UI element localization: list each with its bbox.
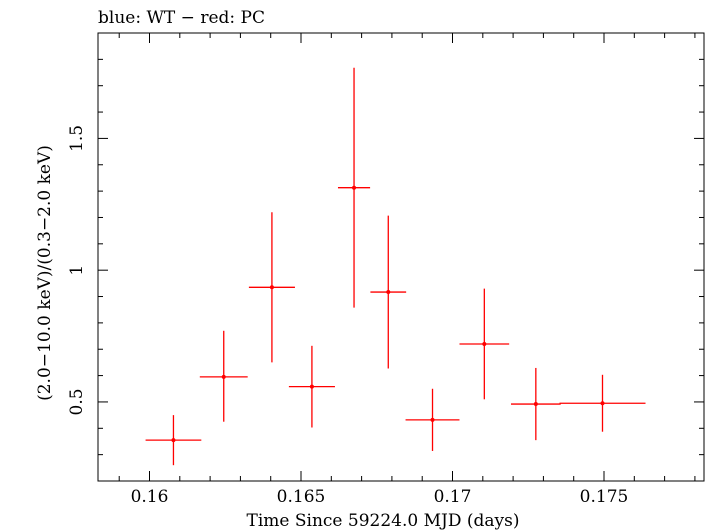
data-marker — [533, 402, 538, 407]
y-tick-label: 1 — [67, 265, 87, 276]
data-point — [145, 415, 202, 466]
x-tick-label: 0.165 — [277, 487, 326, 507]
data-marker — [482, 341, 487, 346]
data-point — [370, 215, 407, 369]
data-marker — [309, 384, 314, 389]
y-axis-ticks — [98, 58, 704, 456]
data-point — [199, 330, 248, 422]
y-axis-tick-labels: 0.5 1 1.5 — [67, 125, 87, 416]
data-point — [248, 212, 295, 363]
data-marker — [386, 290, 391, 295]
data-marker — [352, 185, 357, 190]
y-axis-label: (2.0−10.0 keV)/(0.3−2.0 keV) — [35, 145, 55, 401]
x-tick-label: 0.175 — [580, 487, 629, 507]
data-point — [337, 67, 371, 308]
data-marker — [171, 438, 176, 443]
data-point — [559, 374, 646, 432]
data-marker — [430, 417, 435, 422]
x-tick-label: 0.16 — [131, 487, 169, 507]
data-point — [459, 288, 510, 400]
pc-series — [145, 67, 646, 466]
data-marker — [221, 374, 226, 379]
x-axis-tick-labels: 0.16 0.165 0.17 0.175 — [131, 487, 629, 507]
x-axis-label: Time Since 59224.0 MJD (days) — [247, 511, 520, 531]
y-tick-label: 0.5 — [67, 388, 87, 415]
data-point — [510, 367, 561, 441]
x-axis-ticks — [118, 33, 696, 481]
data-point — [405, 388, 460, 451]
plot-frame — [97, 32, 705, 482]
y-tick-label: 1.5 — [67, 125, 87, 152]
x-tick-label: 0.17 — [434, 487, 472, 507]
chart-title: blue: WT − red: PC — [98, 8, 265, 28]
data-point — [288, 345, 335, 428]
data-marker — [600, 401, 605, 406]
data-marker — [269, 285, 274, 290]
